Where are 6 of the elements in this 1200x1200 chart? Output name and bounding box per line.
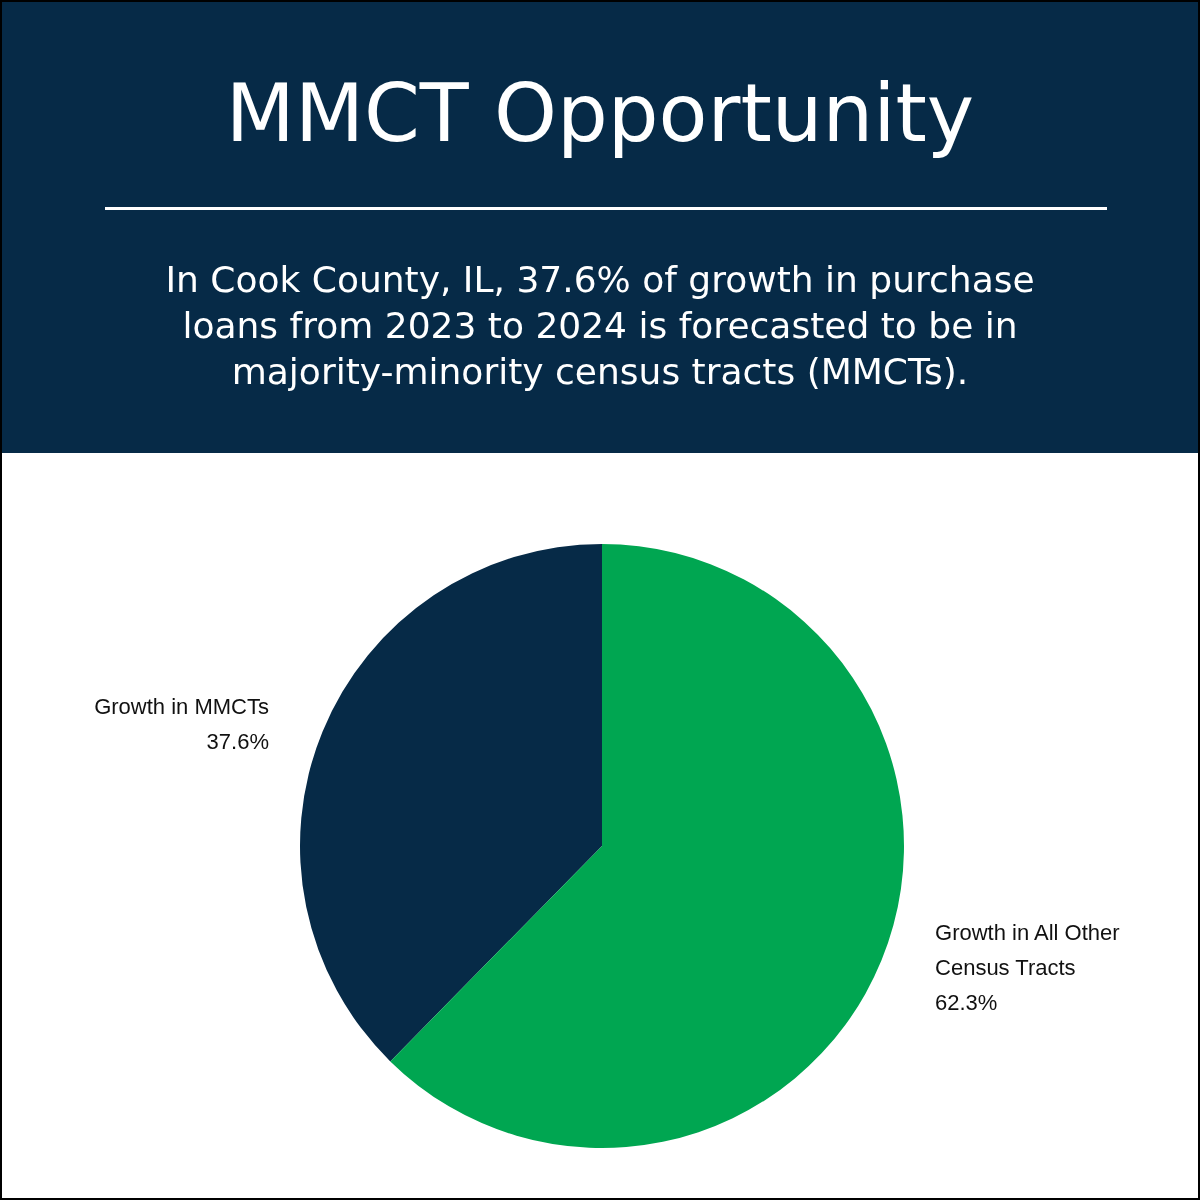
slice-label: Growth in MMCTs [94,694,269,720]
slice-label: Growth in All Other Census Tracts [935,920,1126,981]
chart-title: MMCT Opportunity [224,66,976,162]
chart-subtitle: In Cook County, IL, 37.6% of growth in purchase loans from 2023 to 2024 is forecasted to be in majority-minority census tracts (MMCTs). [164,258,1036,394]
data-label: 37.6% [206,729,269,755]
data-label: 62.3% [935,990,998,1016]
